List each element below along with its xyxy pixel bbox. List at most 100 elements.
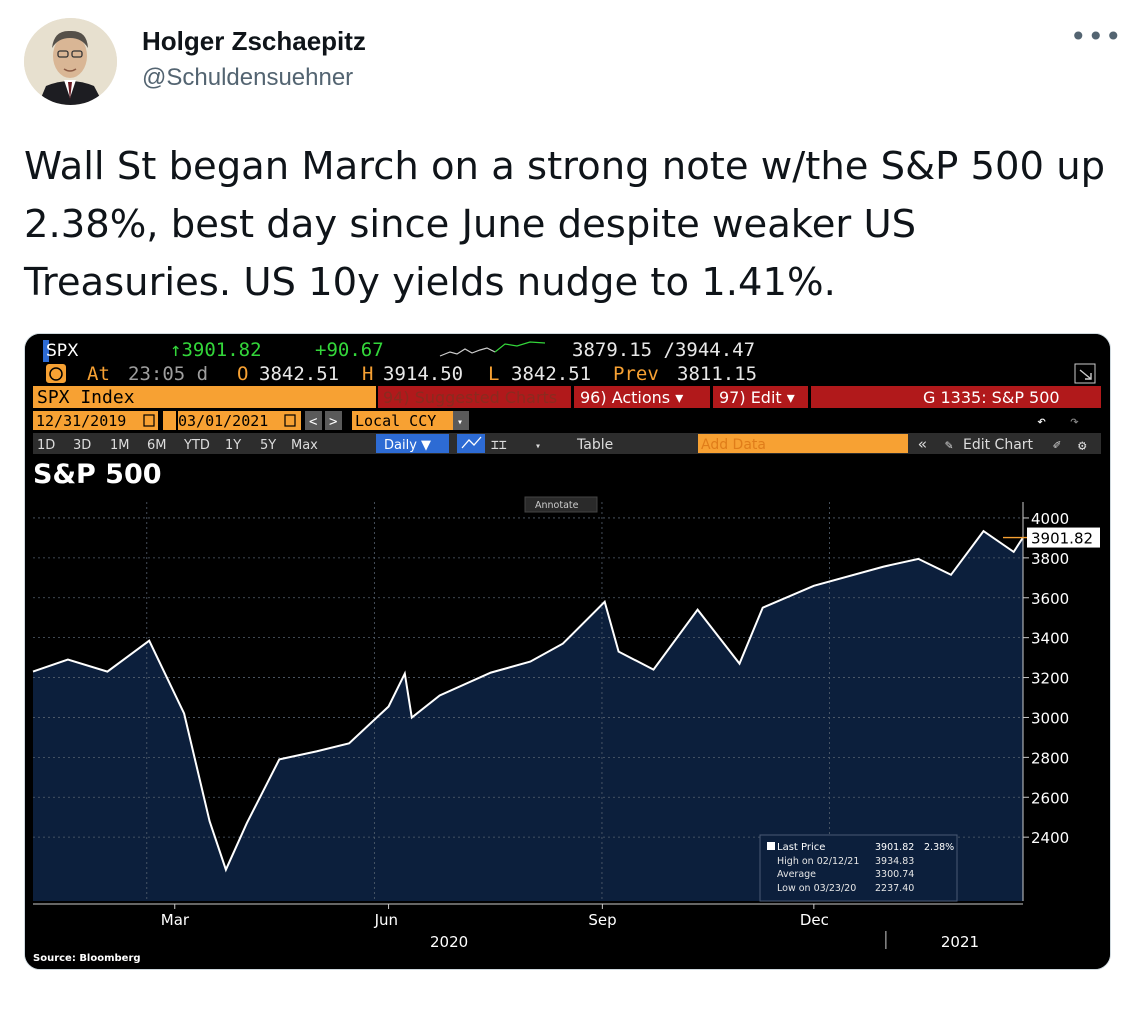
date-separator (163, 411, 176, 430)
period-button-6m[interactable]: 6M (147, 438, 167, 453)
net-change: +90.67 (315, 339, 384, 361)
y-tick-label-4000: 4000 (1031, 510, 1069, 528)
suggested-charts-label: 94) Suggested Charts (383, 388, 557, 407)
y-tick-label-2400: 2400 (1031, 829, 1069, 847)
x-tick-label-jun: Jun (374, 911, 398, 929)
chart-code-field[interactable] (811, 386, 1101, 408)
price-line (32, 529, 1024, 873)
legend-last-label: Last Price (777, 842, 825, 853)
chart-code-label: G 1335: S&P 500 (923, 388, 1060, 407)
y-tick-label-3800: 3800 (1031, 550, 1069, 568)
y-tick-label-3000: 3000 (1031, 709, 1069, 727)
calendar-icon[interactable] (143, 414, 155, 427)
actions-menu-label: 96) Actions ▾ (580, 388, 683, 407)
last-value-tag (1027, 527, 1100, 548)
settings-icon[interactable]: ⚙ (1078, 438, 1087, 454)
undo-icon[interactable]: ↶ (1037, 412, 1046, 430)
at-label: At (87, 363, 110, 385)
open-value: 3842.51 (259, 363, 339, 385)
line-chart-icon (461, 436, 482, 449)
legend-swatch (767, 842, 775, 850)
collapse-icon[interactable]: « (918, 435, 927, 453)
period-button-1y[interactable]: 1Y (225, 438, 241, 453)
low-label: L (488, 363, 499, 385)
index-field[interactable] (33, 386, 376, 408)
end-date-input[interactable] (178, 411, 301, 430)
y-tick-label-3200: 3200 (1031, 670, 1069, 688)
popout-arrow-icon (1079, 369, 1092, 380)
currency-dropdown[interactable] (453, 411, 469, 430)
day-range: 3879.15 /3944.47 (572, 339, 755, 361)
high-value: 3914.50 (383, 363, 463, 385)
more-icon[interactable]: ••• (1070, 20, 1123, 53)
chart-image[interactable]: SPX ↑3901.82 +90.67 3879.15 /3944.47 At … (24, 333, 1111, 970)
legend-high-value: 3934.83 (875, 856, 914, 867)
y-tick-label-3400: 3400 (1031, 630, 1069, 648)
index-name: SPX Index (37, 387, 135, 408)
period-button-ytd[interactable]: YTD (183, 438, 210, 453)
line-chart-button[interactable] (457, 434, 485, 453)
chevron-down-icon: ▾ (457, 417, 463, 428)
add-data-placeholder: Add Data (701, 437, 766, 453)
y-tick-label-2800: 2800 (1031, 749, 1069, 767)
start-date-input[interactable] (33, 411, 158, 430)
y-tick-label-3600: 3600 (1031, 590, 1069, 608)
calendar-icon-2[interactable] (284, 414, 296, 427)
quote-time: 23:05 d (128, 363, 208, 385)
end-date-value: 03/01/2021 (178, 412, 268, 430)
last-value-label: 3901.82 (1031, 530, 1093, 548)
edit-chart-button[interactable]: Edit Chart (963, 437, 1034, 453)
edit-menu-button[interactable] (713, 386, 808, 408)
period-button-1m[interactable]: 1M (110, 438, 130, 453)
currency-select[interactable] (352, 411, 469, 430)
period-button-3d[interactable]: 3D (73, 438, 91, 453)
frequency-value: Daily ▼ (384, 438, 431, 453)
frequency-select[interactable] (376, 434, 449, 453)
author-handle[interactable]: @Schuldensuehner (142, 64, 354, 91)
legend-average-value: 3300.74 (875, 869, 914, 880)
add-data-input[interactable] (698, 434, 908, 453)
price-area (33, 531, 1023, 901)
author-avatar[interactable] (24, 18, 117, 105)
actions-menu-button[interactable] (574, 386, 710, 408)
x-tick-label-mar: Mar (161, 911, 190, 929)
currency-value: Local CCY (355, 412, 436, 430)
bar-chart-icon[interactable]: ⌶⌶ (491, 438, 507, 453)
avatar-portrait (24, 18, 117, 105)
annotate-button[interactable] (524, 496, 598, 513)
y-tick-label-2600: 2600 (1031, 789, 1069, 807)
table-button[interactable]: Table (576, 437, 613, 453)
low-value: 3842.51 (511, 363, 591, 385)
clock-face (49, 367, 63, 381)
legend-average-label: Average (777, 869, 816, 880)
legend-box (759, 834, 958, 902)
edit-menu-label: 97) Edit ▾ (719, 388, 795, 407)
chevron-left-icon: < (309, 414, 317, 430)
x-tick-label-sep: Sep (588, 911, 616, 929)
legend-low-label: Low on 03/23/20 (777, 883, 856, 894)
legend-last-value: 3901.82 (875, 842, 914, 853)
period-button-max[interactable]: Max (291, 438, 318, 453)
last-price: ↑3901.82 (170, 339, 262, 361)
period-button-1d[interactable]: 1D (37, 438, 55, 453)
suggested-charts-button[interactable] (378, 386, 571, 408)
draw-icon[interactable]: ✐ (1053, 438, 1061, 453)
prev-label: Prev (613, 363, 659, 385)
chart-type-dropdown-icon[interactable]: ▾ (535, 441, 541, 452)
start-date-value: 12/31/2019 (36, 412, 126, 430)
x-year-label-2020: 2020 (430, 933, 468, 951)
next-period-button[interactable] (325, 411, 342, 430)
legend-low-value: 2237.40 (875, 883, 914, 894)
period-button-5y[interactable]: 5Y (260, 438, 276, 453)
open-label: O (237, 363, 248, 385)
prev-period-button[interactable] (305, 411, 322, 430)
pencil-icon: ✎ (945, 438, 953, 453)
high-label: H (362, 363, 373, 385)
ticker-label: SPX (46, 341, 79, 361)
sparkline-up-icon (494, 341, 546, 353)
x-year-label-2021: 2021 (941, 933, 979, 951)
legend-high-label: High on 02/12/21 (777, 856, 859, 867)
author-name[interactable]: Holger Zschaepitz (142, 26, 366, 56)
redo-icon[interactable]: ↷ (1070, 412, 1079, 430)
source-label: Source: Bloomberg (33, 953, 141, 964)
